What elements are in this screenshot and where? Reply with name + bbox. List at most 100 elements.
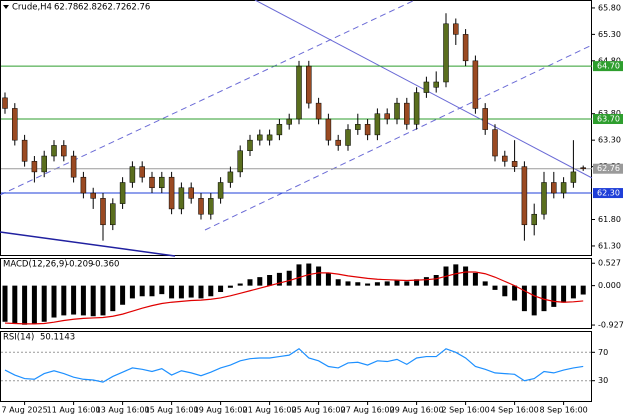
- candle-body: [100, 198, 106, 226]
- macd-bar: [61, 285, 67, 316]
- x-tick-label: 13 Aug 16:00: [96, 406, 150, 415]
- candle-body: [560, 182, 567, 194]
- ohlc-close: 62.76: [126, 3, 150, 13]
- macd-bar: [531, 285, 537, 316]
- candle-body: [168, 176, 175, 210]
- x-tick-label: 2 Sep 16:00: [441, 406, 489, 415]
- macd-bar: [129, 285, 135, 299]
- candle-body: [453, 23, 459, 35]
- x-tick-label: 7 Aug 2025: [2, 406, 48, 415]
- candle-body: [315, 102, 322, 120]
- macd-bar: [561, 285, 567, 303]
- ohlc-low: 62.72: [102, 3, 126, 13]
- candle-body: [2, 97, 8, 109]
- candle-body: [198, 198, 204, 215]
- candle-body: [159, 176, 165, 189]
- channel-line: [204, 44, 593, 231]
- candle-body: [90, 192, 96, 199]
- macd-bar: [335, 279, 341, 286]
- y-tick-label: 61.30: [598, 241, 621, 250]
- macd-bar: [296, 264, 302, 286]
- x-tick-label: 27 Aug 16:00: [341, 406, 395, 415]
- macd-bar: [580, 285, 586, 295]
- candle-body: [178, 187, 185, 210]
- candle-body: [492, 129, 498, 157]
- candle-body: [227, 171, 234, 183]
- candle-body: [296, 65, 302, 120]
- trend-line: [254, 0, 593, 179]
- candle-body: [355, 124, 361, 130]
- level-label: 62.30: [597, 189, 620, 198]
- main-frame: [0, 0, 592, 256]
- candle-body: [325, 118, 332, 141]
- candle-body: [276, 124, 283, 136]
- candle-body: [188, 187, 194, 199]
- x-tick-label: 19 Aug 16:00: [194, 406, 248, 415]
- candle-body: [51, 145, 57, 157]
- trend-line: [0, 231, 176, 257]
- macd-bar: [31, 285, 37, 324]
- macd-bar: [316, 266, 322, 286]
- candle-body: [541, 182, 547, 215]
- price-box: [593, 163, 623, 174]
- x-tick-label: 21 Aug 16:00: [243, 406, 297, 415]
- macd-bar: [492, 285, 498, 290]
- candle-body: [70, 155, 77, 178]
- level-box: [593, 188, 623, 199]
- x-tick-label: 25 Aug 16:00: [292, 406, 346, 415]
- macd-bar: [149, 285, 155, 297]
- candle-body: [266, 134, 273, 141]
- candle-body: [364, 124, 371, 136]
- macd-bar: [482, 281, 488, 286]
- y-tick-label: 0.527: [598, 259, 621, 268]
- y-tick-label: 61.80: [598, 215, 621, 224]
- candle-body: [61, 145, 67, 157]
- candle-body: [217, 182, 224, 199]
- candle-body: [110, 203, 116, 226]
- candle-body: [257, 134, 263, 141]
- macd-bar: [22, 285, 28, 325]
- candle-body: [374, 113, 381, 136]
- ohlc-open: 62.78: [54, 3, 78, 13]
- candle-body: [580, 167, 586, 169]
- macd-bar: [286, 270, 292, 286]
- rsi-frame: [0, 331, 592, 402]
- macd-bar: [404, 281, 410, 286]
- candle-body: [247, 139, 253, 151]
- candle-body: [21, 139, 28, 162]
- candle-body: [119, 182, 126, 204]
- macd-bar: [276, 272, 282, 286]
- macd-bar: [502, 285, 508, 297]
- candle-body: [462, 34, 469, 62]
- candle-body: [12, 108, 18, 141]
- level-label: 64.70: [597, 62, 620, 71]
- macd-bar: [159, 285, 165, 295]
- macd-bar: [188, 285, 194, 298]
- macd-bar: [178, 285, 184, 299]
- candle-body: [443, 23, 449, 83]
- macd-bar: [139, 285, 145, 297]
- macd-bar: [90, 285, 96, 317]
- x-tick-label: 8 Sep 16:00: [539, 406, 587, 415]
- macd-bar: [472, 272, 478, 286]
- macd-bar: [257, 277, 263, 286]
- y-tick-label: 65.30: [598, 30, 621, 39]
- candle-body: [531, 213, 537, 226]
- candle-body: [335, 139, 341, 146]
- macd-frame: [0, 258, 592, 329]
- macd-bar: [120, 285, 126, 305]
- candle-body: [345, 129, 351, 146]
- macd-bar: [198, 285, 204, 299]
- candle-body: [31, 161, 38, 173]
- macd-bar: [247, 279, 253, 286]
- candle-body: [511, 161, 518, 167]
- x-tick-label: 4 Sep 16:00: [490, 406, 538, 415]
- rsi-readout: 50.1143: [40, 333, 75, 343]
- level-label: 63.70: [597, 115, 620, 124]
- menu-arrow[interactable]: [3, 5, 9, 9]
- y-tick-label: 63.30: [598, 136, 621, 145]
- candle-body: [208, 198, 214, 215]
- macd-bar: [2, 285, 8, 322]
- price-label: 62.76: [597, 164, 620, 173]
- candle-body: [482, 108, 488, 130]
